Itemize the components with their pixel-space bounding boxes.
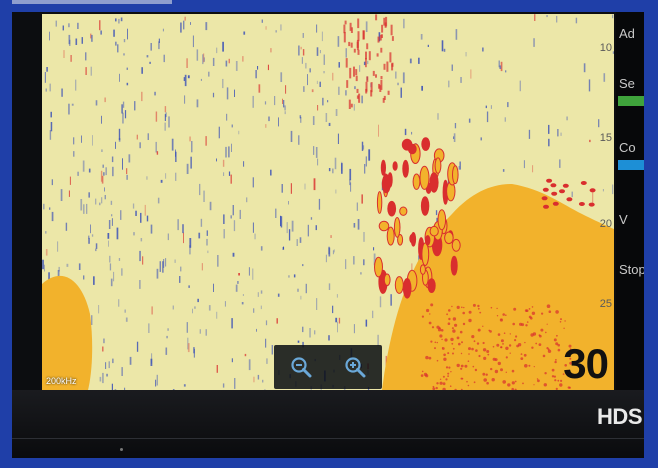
color-blue-bar [618,160,644,170]
device-bezel: HDS [12,390,644,458]
zoom-controls [274,345,382,389]
depth-tick-25: 25 [599,298,612,310]
zoom-out-button[interactable] [286,352,316,382]
side-menu: Ad Se Co V Stop [616,12,644,390]
zoom-in-icon [345,357,366,378]
sonar-display[interactable]: 10 15 20 25 200kHz 30 [42,14,614,390]
side-menu-item-stop[interactable]: Stop [619,262,644,277]
side-menu-item-color[interactable]: Co [619,140,636,155]
side-menu-item-settings[interactable]: Se [619,76,635,91]
depth-tick-15: 15 [599,132,612,144]
frequency-label: 200kHz [46,376,77,386]
zoom-in-button[interactable] [340,352,370,382]
depth-tick-10: 10 [599,42,612,54]
current-depth-readout: 30 [563,340,609,387]
depth-tick-20: 20 [599,218,612,230]
bezel-dot [120,448,123,451]
side-menu-item-view[interactable]: V [619,212,628,227]
sonar-echo-plot [42,14,614,390]
side-menu-item-advanced[interactable]: Ad [619,26,635,41]
device-brand-logo: HDS [597,404,642,429]
top-edge-line [12,0,172,4]
device-screen: 10 15 20 25 200kHz 30 Ad Se Co [12,12,644,458]
bezel-divider [12,438,644,439]
zoom-out-icon [291,357,312,378]
settings-green-bar [618,96,644,106]
